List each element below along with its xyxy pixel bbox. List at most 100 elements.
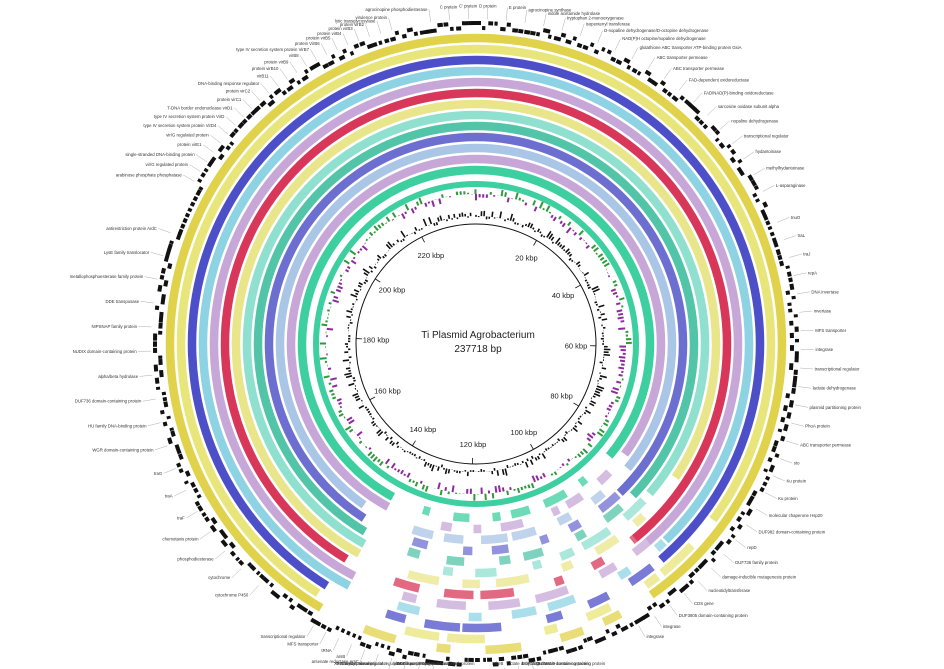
comparison-segment — [511, 526, 537, 541]
gc-skew-bar — [343, 416, 346, 419]
gene-feature — [688, 103, 697, 111]
gene-feature — [642, 612, 651, 620]
gc-skew-bar — [414, 481, 419, 487]
gene-feature — [195, 189, 202, 197]
gc-content-bar — [370, 270, 374, 273]
gc-content-bar — [600, 313, 605, 316]
gc-skew-bar — [343, 259, 350, 265]
gc-content-bar — [592, 288, 600, 293]
label-leader — [320, 43, 328, 56]
gc-skew-bar — [404, 211, 408, 215]
gene-feature — [250, 108, 259, 116]
gene-label: type IV secretion system protein VirB7 — [236, 47, 309, 52]
gc-content-bar — [352, 392, 359, 397]
label-leader — [210, 134, 221, 144]
gc-content-bar — [564, 431, 569, 435]
gene-feature — [174, 444, 180, 449]
gc-skew-bar — [610, 288, 617, 292]
gc-content-bar — [509, 213, 514, 221]
gc-content-bar — [529, 223, 534, 229]
gene-feature — [310, 617, 317, 624]
gc-content-bar — [403, 450, 406, 453]
gene-feature — [374, 641, 379, 647]
gene-feature — [522, 653, 529, 659]
gene-label: protein virB4 — [317, 31, 342, 36]
label-leader — [799, 310, 813, 313]
gene-label: integrase — [816, 347, 834, 352]
gc-skew-bar — [340, 278, 343, 282]
gene-label: protein virC1 — [217, 97, 242, 102]
comparison-segment — [560, 559, 574, 572]
comparison-segment — [510, 505, 531, 519]
gc-skew-bar — [603, 262, 610, 268]
comparison-segment — [594, 534, 620, 556]
gene-feature — [785, 265, 790, 270]
comparison-segment — [436, 598, 467, 611]
gene-feature — [789, 283, 795, 291]
comparison-segment — [492, 512, 502, 522]
gene-feature — [759, 486, 765, 493]
gene-feature — [762, 201, 769, 208]
gc-skew-bar — [527, 484, 531, 489]
gene-label: HU family DNA-binding protein — [88, 423, 147, 428]
gene-label: integrase — [663, 624, 681, 629]
gc-skew-bar — [578, 236, 583, 241]
gc-skew-bar — [385, 222, 388, 225]
gene-feature — [748, 495, 755, 503]
gene-label: DNA invertase — [811, 289, 839, 294]
label-leader — [388, 657, 393, 669]
gc-content-bar — [355, 397, 361, 402]
gc-skew-bar — [491, 492, 495, 499]
gc-content-bar — [383, 253, 387, 257]
gc-skew-bar — [408, 478, 412, 483]
comparison-ring — [475, 55, 765, 563]
gc-content-bar — [350, 293, 358, 298]
label-leader — [506, 7, 508, 21]
gc-content-bar — [564, 434, 567, 437]
gene-feature — [182, 217, 188, 224]
gene-label: ABC transporter permease — [657, 55, 709, 60]
label-leader — [614, 38, 621, 51]
gc-content-bar — [547, 447, 550, 450]
gc-skew-bar — [533, 206, 538, 212]
gene-feature — [792, 375, 798, 383]
gc-skew-bar — [396, 468, 401, 473]
comparison-segment — [362, 624, 397, 644]
gene-feature — [529, 30, 536, 36]
gene-feature — [413, 651, 420, 657]
comparison-segment — [446, 555, 465, 566]
comparison-segment — [627, 563, 655, 587]
gene-feature — [322, 62, 330, 70]
gc-content-bar — [389, 440, 393, 445]
gc-skew-bar — [438, 198, 442, 205]
gc-content-bar — [413, 453, 417, 457]
comparison-segment — [602, 503, 624, 523]
gc-skew-bar — [516, 487, 521, 494]
gc-content-bar — [396, 239, 400, 243]
gc-skew-bar — [419, 480, 423, 484]
gc-skew-bar — [531, 475, 537, 483]
comparison-segment — [661, 573, 678, 590]
gc-skew-bar — [331, 392, 335, 396]
gc-content-bar — [504, 468, 508, 476]
gc-skew-bar — [618, 356, 626, 359]
gene-label: L-asparaginase — [776, 183, 806, 188]
gene-feature — [570, 646, 578, 653]
gc-content-bar — [387, 241, 393, 248]
gene-feature — [160, 267, 167, 274]
gc-content-bar — [395, 441, 400, 445]
gc-skew-bar — [601, 259, 608, 265]
gene-feature — [535, 31, 541, 37]
gc-content-bar — [358, 404, 365, 410]
label-leader — [231, 568, 242, 578]
gene-feature — [547, 648, 553, 654]
label-leader — [753, 168, 765, 176]
gene-feature — [170, 430, 176, 437]
gc-skew-bar — [616, 395, 621, 400]
gc-skew-bar — [431, 200, 435, 207]
gene-feature — [238, 559, 245, 566]
gc-skew-bar — [550, 473, 554, 476]
gene-feature — [762, 214, 769, 221]
gc-content-bar — [362, 268, 370, 274]
gc-skew-bar — [506, 490, 510, 496]
